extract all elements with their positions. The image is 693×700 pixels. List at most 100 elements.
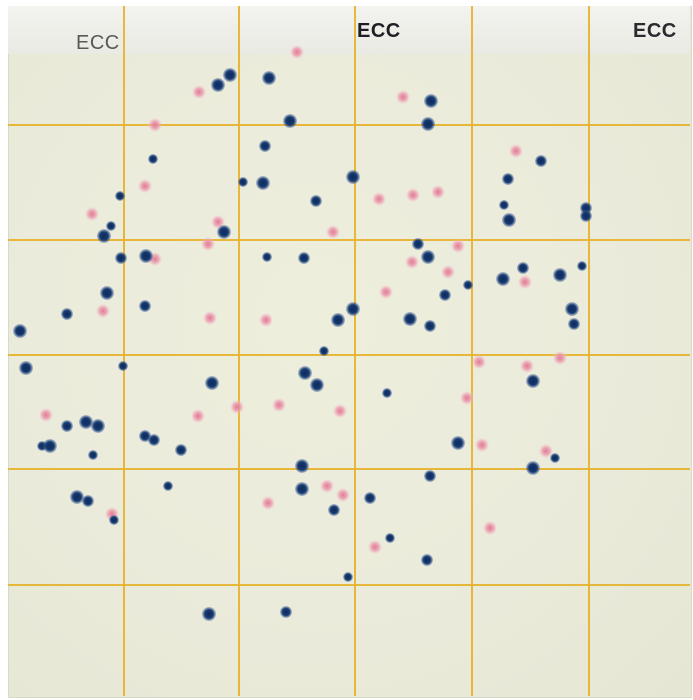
blue-colony: [148, 434, 160, 446]
blue-colony: [403, 312, 417, 326]
blue-colony: [256, 176, 270, 190]
red-colony: [472, 355, 486, 369]
red-colony: [405, 255, 419, 269]
red-colony: [539, 444, 553, 458]
grid-line: [8, 584, 690, 586]
grid-line: [238, 6, 240, 696]
blue-colony: [421, 554, 433, 566]
red-colony: [372, 192, 386, 206]
ecc-label: ECC: [76, 32, 120, 54]
blue-colony: [118, 361, 128, 371]
blue-colony: [526, 374, 540, 388]
blue-colony: [319, 346, 329, 356]
blue-colony: [502, 213, 516, 227]
blue-colony: [175, 444, 187, 456]
red-colony: [475, 438, 489, 452]
red-colony: [203, 311, 217, 325]
blue-colony: [262, 252, 272, 262]
blue-colony: [70, 490, 84, 504]
red-colony: [290, 45, 304, 59]
red-colony: [460, 391, 474, 405]
blue-colony: [109, 515, 119, 525]
blue-colony: [382, 388, 392, 398]
blue-colony: [139, 430, 151, 442]
blue-colony: [577, 261, 587, 271]
grid-line: [8, 468, 690, 470]
blue-colony: [439, 289, 451, 301]
blue-colony: [97, 229, 111, 243]
blue-colony: [280, 606, 292, 618]
blue-colony: [499, 200, 509, 210]
blue-colony: [61, 308, 73, 320]
red-colony: [379, 285, 393, 299]
blue-colony: [421, 117, 435, 131]
blue-colony: [496, 272, 510, 286]
blue-colony: [568, 318, 580, 330]
blue-colony: [82, 495, 94, 507]
blue-colony: [580, 210, 592, 222]
blue-colony: [295, 482, 309, 496]
blue-colony: [139, 300, 151, 312]
blue-colony: [88, 450, 98, 460]
blue-colony: [502, 173, 514, 185]
red-colony: [441, 265, 455, 279]
blue-colony: [19, 361, 33, 375]
red-colony: [396, 90, 410, 104]
red-colony: [191, 409, 205, 423]
grid-line: [354, 6, 356, 696]
blue-colony: [364, 492, 376, 504]
blue-colony: [463, 280, 473, 290]
red-colony: [451, 239, 465, 253]
blue-colony: [262, 71, 276, 85]
ecc-label: ECC: [633, 20, 677, 42]
red-colony: [320, 479, 334, 493]
blue-colony: [259, 140, 271, 152]
red-colony: [509, 144, 523, 158]
blue-colony: [328, 504, 340, 516]
blue-colony: [424, 94, 438, 108]
blue-colony: [310, 195, 322, 207]
blue-colony: [298, 252, 310, 264]
blue-colony: [553, 268, 567, 282]
red-colony: [336, 488, 350, 502]
red-colony: [96, 304, 110, 318]
blue-colony: [526, 461, 540, 475]
grid-line: [588, 6, 590, 696]
blue-colony: [385, 533, 395, 543]
blue-colony: [163, 481, 173, 491]
blue-colony: [238, 177, 248, 187]
blue-colony: [205, 376, 219, 390]
blue-colony: [550, 453, 560, 463]
red-colony: [39, 408, 53, 422]
blue-colony: [79, 415, 93, 429]
grid-line: [123, 6, 125, 696]
blue-colony: [421, 250, 435, 264]
red-colony: [553, 351, 567, 365]
red-colony: [368, 540, 382, 554]
blue-colony: [211, 78, 225, 92]
red-colony: [192, 85, 206, 99]
red-colony: [520, 359, 534, 373]
blue-colony: [223, 68, 237, 82]
blue-colony: [115, 191, 125, 201]
blue-colony: [346, 170, 360, 184]
blue-colony: [343, 572, 353, 582]
blue-colony: [115, 252, 127, 264]
red-colony: [261, 496, 275, 510]
blue-colony: [295, 459, 309, 473]
blue-colony: [310, 378, 324, 392]
red-colony: [326, 225, 340, 239]
blue-colony: [283, 114, 297, 128]
blue-colony: [217, 225, 231, 239]
blue-colony: [412, 238, 424, 250]
grid-line: [8, 354, 690, 356]
red-colony: [259, 313, 273, 327]
red-colony: [138, 179, 152, 193]
blue-colony: [331, 313, 345, 327]
red-colony: [431, 185, 445, 199]
blue-colony: [139, 249, 153, 263]
grid-line: [471, 6, 473, 696]
blue-colony: [61, 420, 73, 432]
